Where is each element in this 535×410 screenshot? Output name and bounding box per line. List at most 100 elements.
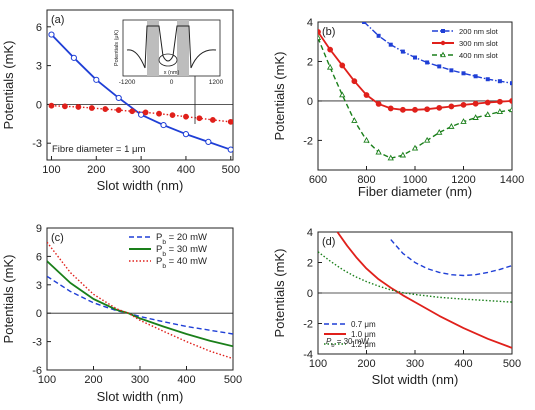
data-point (182, 131, 190, 138)
x-tick-label: 400 (454, 358, 472, 370)
data-point (436, 128, 443, 135)
data-point (142, 109, 149, 116)
inset-frame (122, 19, 221, 77)
data-point (413, 55, 417, 60)
y-tick-label: -3 (32, 337, 42, 349)
x-tick-label: 600 (309, 174, 327, 186)
data-point (318, 28, 321, 35)
data-point (484, 99, 491, 106)
x-tick-label: 1000 (403, 174, 427, 186)
inset-y-label: Potentials (μK) (114, 30, 120, 66)
data-point (227, 118, 233, 125)
y-tick-label: 0 (307, 96, 313, 108)
x-tick-label: 100 (309, 358, 327, 370)
data-point (508, 106, 512, 113)
data-point (351, 117, 358, 123)
data-point (423, 136, 431, 143)
data-point (115, 107, 122, 113)
data-point (156, 110, 162, 117)
data-point (448, 103, 455, 110)
legend: 200 nm slot 300 nm slot 400 nm slot (432, 27, 499, 60)
data-point (425, 60, 430, 65)
panel-c: 100 200 300 400 500 -6 -3 0 3 6 9 Slot width (nm) Po… (1, 223, 242, 404)
data-point (115, 94, 122, 102)
legend-label: 1.0 μm (351, 330, 376, 339)
data-point (363, 136, 370, 143)
data-point (412, 106, 418, 113)
legend-marker (440, 51, 446, 58)
data-point (496, 98, 503, 105)
y-axis-label: Potentials (mK) (272, 52, 287, 141)
inset-shade (177, 20, 189, 76)
data-point (102, 106, 109, 112)
y-tick-label: 4 (307, 17, 313, 29)
legend-label: Pb = 20 mW (156, 232, 207, 246)
x-tick-label: 200 (357, 358, 375, 370)
y-tick-label: 3 (36, 280, 42, 292)
legend-label: 0.7 μm (351, 320, 376, 329)
y-tick-label: -6 (32, 365, 42, 377)
x-tick-label: 300 (406, 358, 424, 370)
legend-label: 400 nm slot (459, 51, 499, 60)
x-tick-label: 1400 (500, 174, 524, 186)
legend-label: 1.2 μm (351, 340, 376, 349)
data-point (473, 74, 478, 79)
data-point (449, 68, 454, 73)
data-point (70, 54, 77, 61)
inset-shade (147, 20, 159, 76)
data-point (183, 113, 189, 120)
y-tick-label: -2 (303, 135, 313, 147)
legend-label: Pb = 40 mW (156, 256, 207, 270)
data-point (227, 146, 233, 153)
y-axis-label: Potentials (mK) (272, 249, 287, 338)
panel-label: (c) (51, 232, 64, 244)
data-point (48, 31, 55, 38)
y-tick-label: 6 (36, 22, 42, 34)
annotation-text: Pb = 30 mW (326, 337, 369, 349)
y-tick-label: 3 (36, 61, 42, 73)
data-point (375, 100, 382, 107)
x-axis-label: Fiber diameter (nm) (358, 184, 472, 199)
x-tick-label: 100 (38, 374, 56, 386)
data-point (460, 118, 467, 124)
y-axis-label: Potentials (mK) (1, 255, 16, 344)
data-point (375, 148, 382, 155)
inset-ellipse (158, 53, 178, 67)
legend-label: 300 nm slot (459, 39, 499, 48)
data-point (437, 64, 442, 69)
x-axis-label: Slot width (nm) (372, 372, 459, 387)
x-tick-label: 1200 (451, 174, 475, 186)
series-group (318, 232, 512, 349)
x-axis-label: Slot width (nm) (97, 178, 184, 193)
data-point (485, 77, 490, 82)
panel-label: (b) (322, 26, 335, 38)
data-point (339, 91, 346, 98)
data-point (327, 46, 334, 53)
data-point (93, 76, 100, 83)
series-group (48, 31, 233, 153)
data-point (48, 102, 55, 109)
data-point (510, 81, 512, 86)
panel-a: 100 200 300 400 500 -3 0 3 6 Slot width (nm) Poten… (1, 9, 240, 193)
x-tick-label: 500 (503, 358, 521, 370)
data-point (461, 71, 466, 76)
data-point (160, 121, 167, 129)
data-point (363, 92, 370, 98)
data-point (411, 144, 419, 151)
data-point (399, 151, 407, 158)
data-point (138, 111, 145, 118)
data-point (88, 105, 95, 111)
inset-curve (126, 25, 217, 69)
x-tick-label: 800 (357, 174, 375, 186)
data-point (509, 98, 512, 104)
data-point (75, 104, 82, 110)
series-line-3 (318, 251, 512, 303)
data-point (62, 103, 68, 110)
panel-label: (a) (51, 14, 64, 26)
data-point (472, 114, 479, 120)
y-tick-label: 0 (36, 308, 42, 320)
data-point (362, 22, 367, 24)
y-tick-label: 0 (36, 99, 42, 111)
